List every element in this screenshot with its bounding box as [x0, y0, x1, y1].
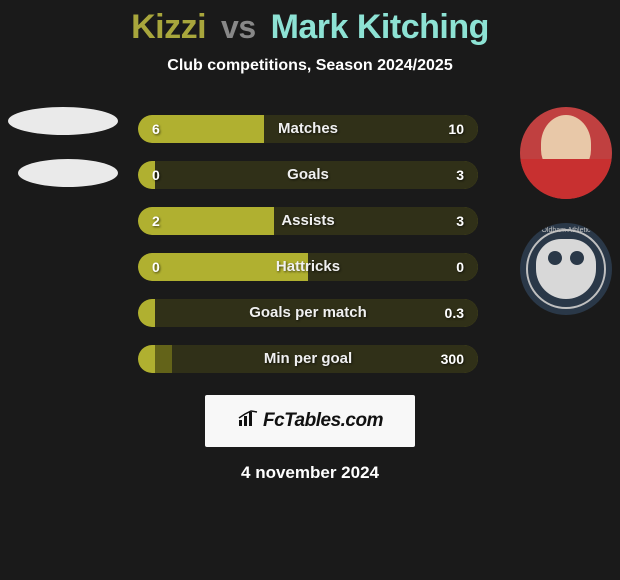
- stat-row: 00Hattricks: [138, 253, 478, 281]
- vs-separator: vs: [221, 9, 256, 45]
- stat-label: Min per goal: [138, 345, 478, 373]
- player2-name: Mark Kitching: [271, 8, 489, 46]
- stat-row: 23Assists: [138, 207, 478, 235]
- page-title: Kizzi vs Mark Kitching: [0, 0, 620, 47]
- player1-images: [8, 107, 118, 211]
- player2-avatar: [520, 107, 612, 199]
- player2-images: Oldham Athletic: [520, 107, 612, 339]
- stat-label: Hattricks: [138, 253, 478, 281]
- stat-row: 0.3Goals per match: [138, 299, 478, 327]
- stat-label: Assists: [138, 207, 478, 235]
- date-text: 4 november 2024: [0, 463, 620, 483]
- stat-row: 03Goals: [138, 161, 478, 189]
- brand-badge: FcTables.com: [205, 395, 415, 447]
- player1-name: Kizzi: [131, 8, 206, 46]
- stat-label: Goals per match: [138, 299, 478, 327]
- stat-row: 300Min per goal: [138, 345, 478, 373]
- stat-label: Goals: [138, 161, 478, 189]
- player2-club-badge: Oldham Athletic: [520, 223, 612, 315]
- stat-row: 610Matches: [138, 115, 478, 143]
- stat-bars: 610Matches 03Goals 23Assists 00Hattricks 0.3…: [138, 115, 478, 391]
- stat-label: Matches: [138, 115, 478, 143]
- brand-chart-icon: [237, 410, 259, 433]
- player1-placeholder-2: [18, 159, 118, 187]
- player1-placeholder-1: [8, 107, 118, 135]
- brand-text: FcTables.com: [263, 410, 383, 432]
- comparison-chart: Oldham Athletic 610Matches 03Goals 23Assis…: [0, 115, 620, 385]
- subtitle: Club competitions, Season 2024/2025: [0, 57, 620, 75]
